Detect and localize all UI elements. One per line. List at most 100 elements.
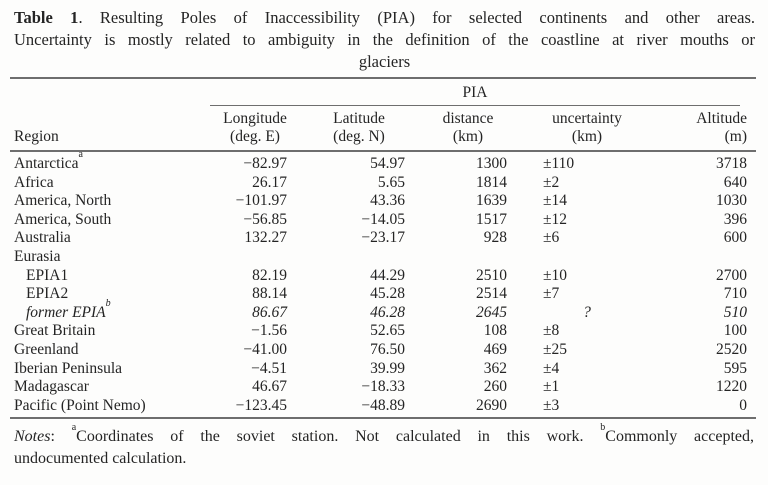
- lon-cell: [210, 248, 300, 267]
- lon-cell: 132.27: [244, 229, 287, 247]
- dist-cell: 362: [483, 359, 507, 377]
- unc-cell: ±1: [543, 378, 560, 396]
- region-cell: Madagascar: [14, 378, 89, 396]
- table-row: Madagascar 46.67 −18.33 260 ±1 1220: [10, 378, 756, 397]
- lon-cell: 88.14: [252, 285, 287, 303]
- dist-cell: 2514: [476, 285, 507, 303]
- table-spanner-row: PIA: [10, 79, 756, 106]
- data-table: PIA Region Longitude (deg. E) Latitude (…: [10, 77, 756, 420]
- dist-cell: 1639: [476, 192, 507, 210]
- lon-cell: −56.85: [243, 210, 287, 228]
- dist-cell: 2645: [476, 303, 507, 321]
- region-cell: Great Britain: [14, 322, 96, 340]
- footnote-marker-a: a: [71, 421, 77, 433]
- footnote-marker-b: b: [600, 421, 606, 433]
- table-row: America, South −56.85 −14.05 1517 ±12 396: [10, 211, 756, 230]
- notes-line-2: undocumented calculation.: [14, 450, 187, 468]
- lon-cell: −101.97: [235, 192, 287, 210]
- notes-line-1: Notes: aCoordinates of the soviet statio…: [14, 422, 755, 448]
- region-cell: America, South: [14, 210, 112, 228]
- unc-cell: ±7: [543, 285, 560, 303]
- lat-cell: 52.65: [370, 322, 405, 340]
- table-row: Africa 26.17 5.65 1814 ±2 640: [10, 174, 756, 193]
- lon-cell: 86.67: [252, 303, 287, 321]
- dist-cell: 108: [483, 322, 507, 340]
- alt-cell: 1220: [716, 378, 747, 396]
- dist-cell: 2510: [476, 266, 507, 284]
- alt-cell: 396: [723, 210, 747, 228]
- region-cell: former EPIAb: [26, 297, 111, 321]
- dist-cell: [418, 248, 518, 267]
- unc-cell: ±10: [543, 266, 568, 284]
- region-cell: Antarcticaa: [14, 148, 83, 172]
- region-cell: Eurasia: [14, 247, 61, 265]
- table-row: Greenland −41.00 76.50 469 ±25 2520: [10, 341, 756, 360]
- lat-cell: 54.97: [370, 155, 405, 172]
- footnote-b-text: Commonly accepted,: [605, 428, 755, 446]
- caption-line-1: Table 1. Resulting Poles of Inaccessibil…: [14, 7, 755, 29]
- table-row: Iberian Peninsula −4.51 39.99 362 ±4 595: [10, 360, 756, 379]
- dist-cell: 1814: [476, 173, 507, 191]
- alt-cell: 3718: [716, 155, 747, 172]
- lat-cell: 44.29: [370, 266, 405, 284]
- header-line: Longitude: [223, 110, 287, 127]
- region-cell: EPIA1: [26, 266, 69, 284]
- table-body: Antarcticaa −82.97 54.97 1300 ±110 3718 Africa…: [10, 148, 756, 420]
- unc-cell: [518, 248, 656, 267]
- region-cell: Pacific (Point Nemo): [14, 396, 146, 414]
- lat-cell: 43.36: [370, 192, 405, 210]
- table-row: EPIA2 88.14 45.28 2514 ±7 710: [10, 285, 756, 304]
- dist-cell: 1517: [476, 210, 507, 228]
- lon-cell: 26.17: [252, 173, 287, 191]
- table-number: Table 1: [14, 8, 79, 27]
- column-header-uncertainty: uncertainty (km): [518, 110, 656, 146]
- region-cell: EPIA2: [26, 285, 69, 303]
- dist-cell: 2690: [476, 396, 507, 414]
- column-header-longitude: Longitude (deg. E): [210, 110, 300, 146]
- alt-cell: [656, 248, 756, 267]
- column-header-altitude: Altitude (m): [656, 110, 756, 146]
- table-header-row: Region Longitude (deg. E) Latitude (deg.…: [10, 106, 756, 152]
- region-cell: Africa: [14, 173, 54, 191]
- table-row: Pacific (Point Nemo) −123.45 −48.89 2690 ±3 0: [10, 397, 756, 416]
- footnote-marker: a: [78, 148, 83, 160]
- lat-cell: [300, 248, 418, 267]
- header-unit: (km): [571, 128, 603, 145]
- lon-cell: 46.67: [252, 378, 287, 396]
- lon-cell: −4.51: [251, 359, 287, 377]
- lon-cell: −1.56: [251, 322, 287, 340]
- unc-cell: ±6: [543, 229, 560, 247]
- alt-cell: 1030: [716, 192, 747, 210]
- dist-cell: 469: [483, 340, 507, 358]
- lat-cell: −48.89: [361, 396, 405, 414]
- unc-cell: ±3: [543, 396, 560, 414]
- header-line: Latitude: [333, 110, 385, 127]
- caption-text: . Resulting Poles of Inaccessibility (PI…: [78, 8, 756, 27]
- footnote-a-text: Coordinates of the soviet station. Not c…: [76, 428, 601, 446]
- alt-cell: 2520: [716, 340, 747, 358]
- column-header-distance: distance (km): [418, 110, 518, 146]
- table-caption: Table 1. Resulting Poles of Inaccessibil…: [0, 0, 768, 73]
- table-row: former EPIAb 86.67 46.28 2645? 510: [10, 297, 756, 323]
- dist-cell: 260: [483, 378, 507, 396]
- table-row: Great Britain −1.56 52.65 108 ±8 100: [10, 322, 756, 341]
- alt-cell: 710: [723, 285, 747, 303]
- lat-cell: 5.65: [377, 173, 405, 191]
- region-cell: Greenland: [14, 340, 79, 358]
- table-row: Australia 132.27 −23.17 928 ±6 600: [10, 229, 756, 248]
- unc-cell: ±8: [543, 322, 560, 340]
- region-cell: Iberian Peninsula: [14, 359, 123, 377]
- header-unit: (deg. N): [333, 128, 385, 145]
- dist-cell: 928: [483, 229, 507, 247]
- alt-cell: 600: [723, 229, 747, 247]
- lon-cell: −41.00: [243, 340, 287, 358]
- lon-cell: −82.97: [243, 155, 287, 172]
- lat-cell: −14.05: [361, 210, 405, 228]
- region-cell: America, North: [14, 192, 112, 210]
- alt-cell: 2700: [716, 266, 747, 284]
- header-line: distance: [442, 110, 494, 127]
- lon-cell: 82.19: [252, 266, 287, 284]
- footnote-marker: b: [105, 297, 111, 309]
- header-unit: (km): [452, 128, 484, 145]
- unc-cell: ±12: [543, 210, 568, 228]
